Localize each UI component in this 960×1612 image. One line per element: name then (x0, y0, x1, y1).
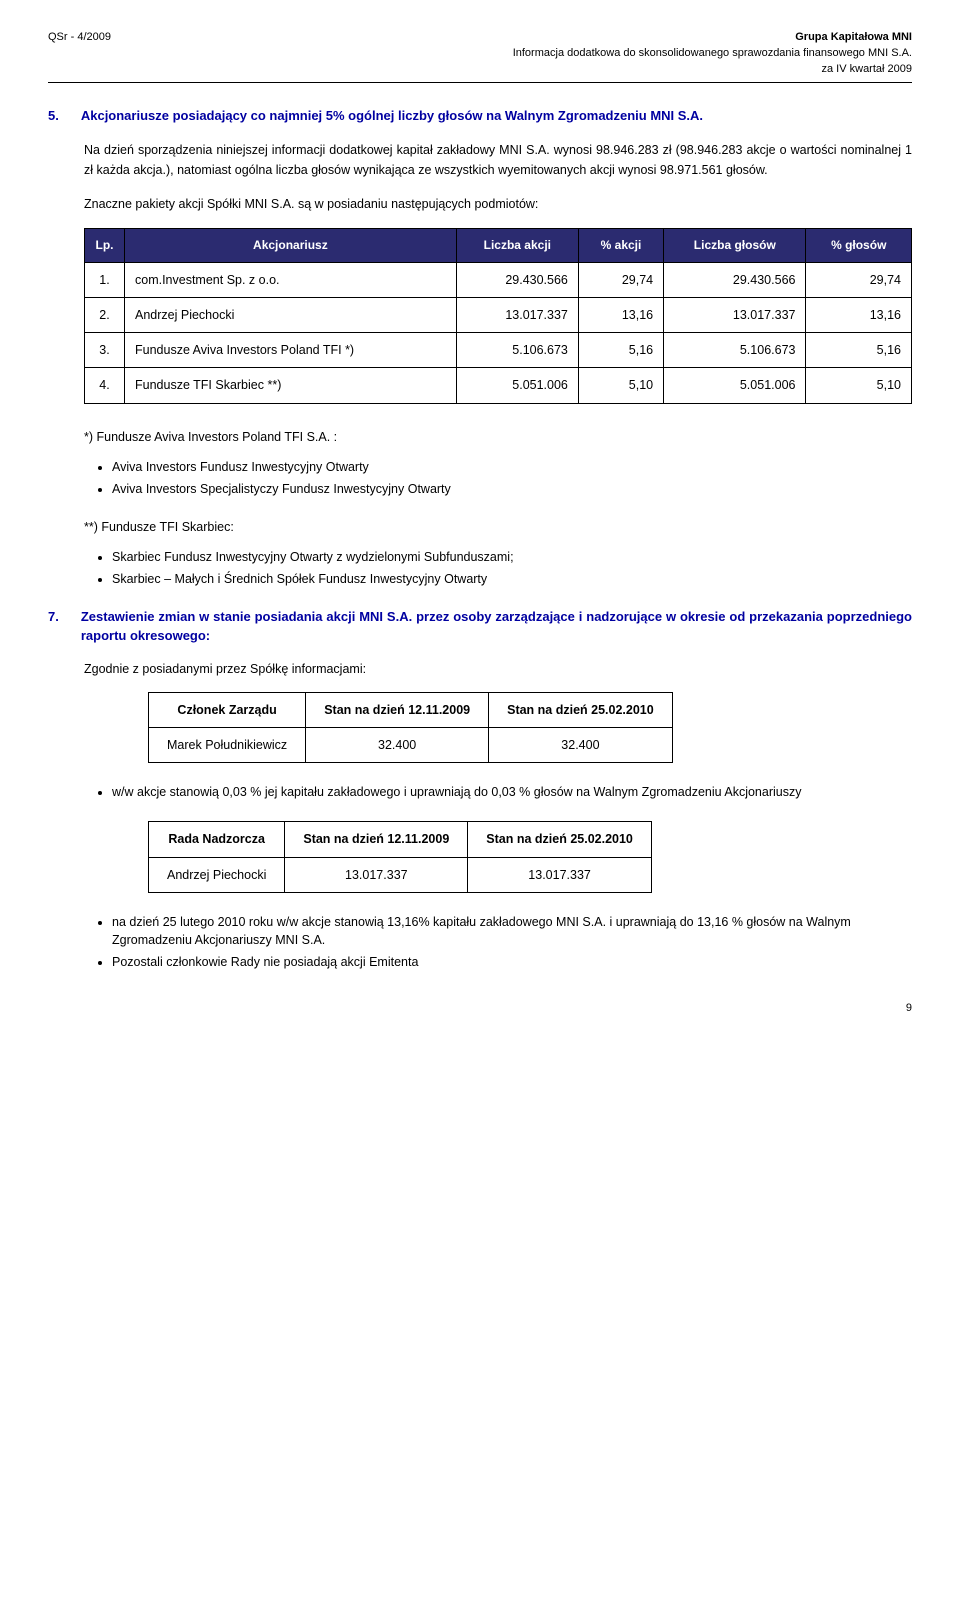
footnote-1-list: Aviva Investors Fundusz Inwestycyjny Otw… (112, 458, 912, 498)
table-cell: 5.106.673 (664, 333, 806, 368)
table-cell: 1. (85, 263, 125, 298)
table-cell: com.Investment Sp. z o.o. (125, 263, 457, 298)
table-header-row: Członek Zarządu Stan na dzień 12.11.2009… (149, 693, 673, 728)
table-cell: 13,16 (806, 298, 912, 333)
table-header-row: Rada Nadzorcza Stan na dzień 12.11.2009 … (149, 822, 652, 857)
page-header: QSr - 4/2009 Grupa Kapitałowa MNI Inform… (48, 30, 912, 78)
table-cell: 3. (85, 333, 125, 368)
table-row: 1.com.Investment Sp. z o.o.29.430.56629,… (85, 263, 912, 298)
section-5-heading: 5. Akcjonariusze posiadający co najmniej… (48, 107, 912, 126)
col-liczba-akcji: Liczba akcji (456, 228, 578, 262)
col-stan-2009: Stan na dzień 12.11.2009 (306, 693, 489, 728)
table-cell: 5,10 (578, 368, 663, 403)
col-rada-nadzorcza: Rada Nadzorcza (149, 822, 285, 857)
footnote-2-list: Skarbiec Fundusz Inwestycyjny Otwarty z … (112, 548, 912, 588)
list-item: na dzień 25 lutego 2010 roku w/w akcje s… (112, 913, 912, 949)
header-subtitle: Informacja dodatkowa do skonsolidowanego… (513, 46, 912, 62)
table-header-row: Lp. Akcjonariusz Liczba akcji % akcji Li… (85, 228, 912, 262)
table-cell: 32.400 (489, 728, 673, 763)
table-cell: Andrzej Piechocki (125, 298, 457, 333)
table-row: 3.Fundusze Aviva Investors Poland TFI *)… (85, 333, 912, 368)
section-5-paragraph-2: Znaczne pakiety akcji Spółki MNI S.A. są… (84, 194, 912, 214)
table-cell: 13.017.337 (285, 857, 468, 892)
table-cell: 13.017.337 (664, 298, 806, 333)
table-cell: Fundusze TFI Skarbiec **) (125, 368, 457, 403)
section-7-heading: 7. Zestawienie zmian w stanie posiadania… (48, 608, 912, 646)
table-cell: 29,74 (578, 263, 663, 298)
table-cell: 13.017.337 (456, 298, 578, 333)
list-item: Pozostali członkowie Rady nie posiadają … (112, 953, 912, 971)
table-cell: 5.051.006 (664, 368, 806, 403)
section-5-paragraph-1: Na dzień sporządzenia niniejszej informa… (84, 140, 912, 180)
footnote-2-head: **) Fundusze TFI Skarbiec: (84, 518, 912, 536)
col-stan-2009: Stan na dzień 12.11.2009 (285, 822, 468, 857)
list-item: Aviva Investors Fundusz Inwestycyjny Otw… (112, 458, 912, 476)
table-cell: Andrzej Piechocki (149, 857, 285, 892)
board-table: Członek Zarządu Stan na dzień 12.11.2009… (148, 692, 673, 763)
table-cell: 32.400 (306, 728, 489, 763)
col-pct-glosow: % głosów (806, 228, 912, 262)
col-liczba-glosow: Liczba głosów (664, 228, 806, 262)
header-left: QSr - 4/2009 (48, 30, 111, 46)
table-row: 4.Fundusze TFI Skarbiec **)5.051.0065,10… (85, 368, 912, 403)
col-akcjonariusz: Akcjonariusz (125, 228, 457, 262)
table-cell: 29.430.566 (456, 263, 578, 298)
table-cell: Marek Południkiewicz (149, 728, 306, 763)
board-note-list: w/w akcje stanowią 0,03 % jej kapitału z… (112, 783, 912, 801)
header-period: za IV kwartał 2009 (513, 62, 912, 78)
section-5-title: Akcjonariusze posiadający co najmniej 5%… (81, 107, 703, 126)
shareholders-table: Lp. Akcjonariusz Liczba akcji % akcji Li… (84, 228, 912, 404)
table-cell: 5,10 (806, 368, 912, 403)
section-7-title: Zestawienie zmian w stanie posiadania ak… (81, 608, 912, 646)
list-item: Skarbiec – Małych i Średnich Spółek Fund… (112, 570, 912, 588)
board-note-item: w/w akcje stanowią 0,03 % jej kapitału z… (112, 783, 912, 801)
table-cell: 4. (85, 368, 125, 403)
table-cell: 2. (85, 298, 125, 333)
table-cell: 13.017.337 (468, 857, 652, 892)
supervisory-note-list: na dzień 25 lutego 2010 roku w/w akcje s… (112, 913, 912, 971)
col-pct-akcji: % akcji (578, 228, 663, 262)
table-cell: 5.051.006 (456, 368, 578, 403)
section-7-lead: Zgodnie z posiadanymi przez Spółkę infor… (84, 660, 912, 678)
col-stan-2010: Stan na dzień 25.02.2010 (489, 693, 673, 728)
table-cell: 5,16 (578, 333, 663, 368)
table-cell: 5,16 (806, 333, 912, 368)
section-7-number: 7. (48, 608, 59, 646)
col-stan-2010: Stan na dzień 25.02.2010 (468, 822, 652, 857)
table-cell: Fundusze Aviva Investors Poland TFI *) (125, 333, 457, 368)
footnote-1-head: *) Fundusze Aviva Investors Poland TFI S… (84, 428, 912, 446)
table-row: Marek Południkiewicz32.40032.400 (149, 728, 673, 763)
col-lp: Lp. (85, 228, 125, 262)
header-right: Grupa Kapitałowa MNI Informacja dodatkow… (513, 30, 912, 78)
table-cell: 5.106.673 (456, 333, 578, 368)
table-cell: 29,74 (806, 263, 912, 298)
header-company: Grupa Kapitałowa MNI (513, 30, 912, 46)
page-number: 9 (48, 1001, 912, 1017)
list-item: Skarbiec Fundusz Inwestycyjny Otwarty z … (112, 548, 912, 566)
col-czlonek-zarzadu: Członek Zarządu (149, 693, 306, 728)
table-cell: 13,16 (578, 298, 663, 333)
supervisory-table: Rada Nadzorcza Stan na dzień 12.11.2009 … (148, 821, 652, 892)
table-cell: 29.430.566 (664, 263, 806, 298)
table-row: Andrzej Piechocki13.017.33713.017.337 (149, 857, 652, 892)
section-5-number: 5. (48, 107, 59, 126)
table-row: 2.Andrzej Piechocki13.017.33713,1613.017… (85, 298, 912, 333)
header-rule (48, 82, 912, 83)
list-item: Aviva Investors Specjalistyczy Fundusz I… (112, 480, 912, 498)
